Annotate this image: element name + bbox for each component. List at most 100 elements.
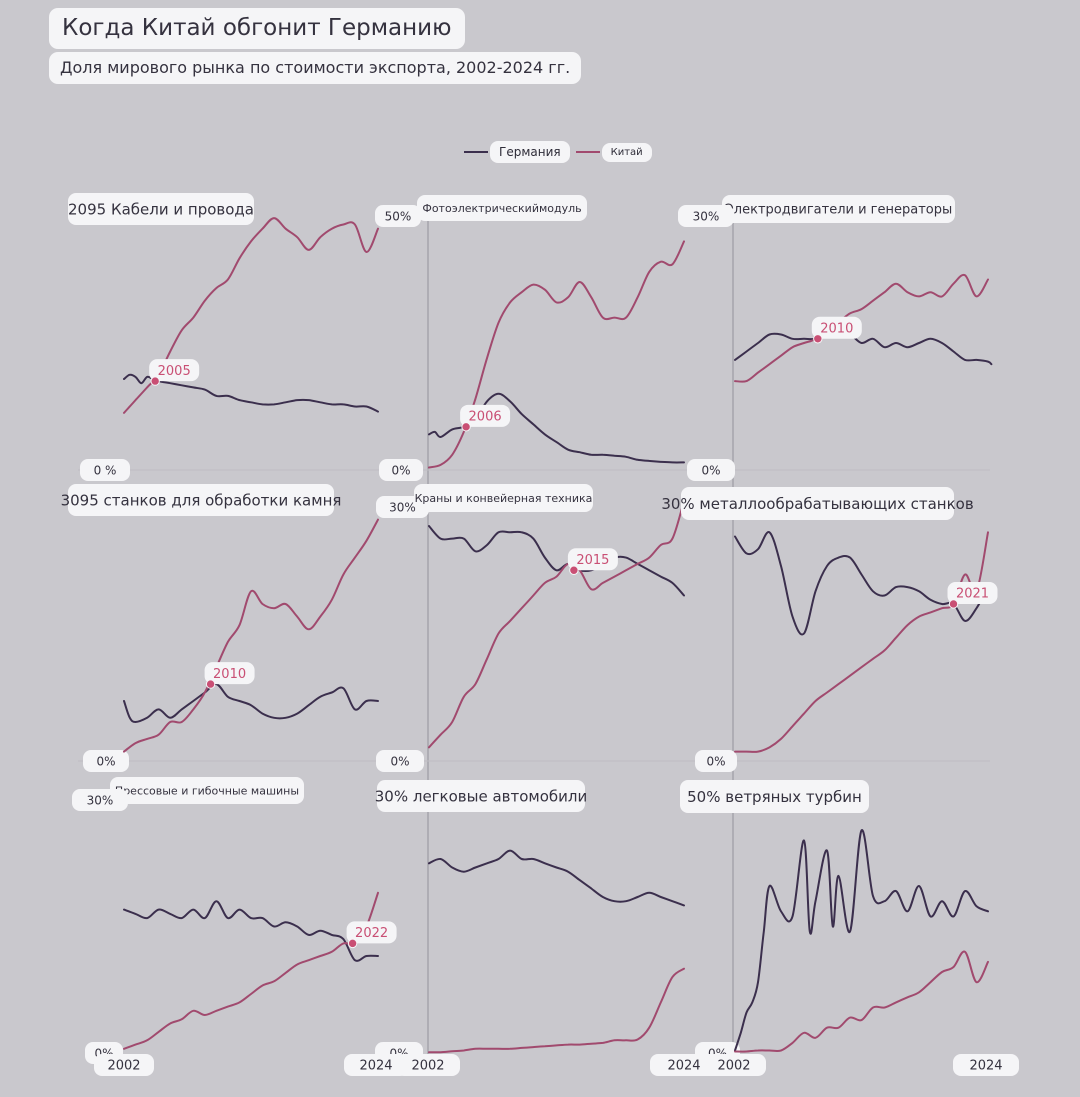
panel-4-y-bottom-label-text: 0% [96,754,115,768]
panel-3-crossover-point [813,334,823,344]
panel-4-crossover-label-bg [204,662,255,685]
panel-4-crossover-point [205,679,216,689]
panel-2-y-bottom-label-bg [379,459,423,481]
x-tick-label-3: 2002 [396,1054,460,1076]
legend: Германия Китай [464,140,658,164]
panel-1: 2095 Кабели и провода 0 % 2005 [68,193,379,481]
panel-3-y-bottom-label: 0% [687,459,735,481]
panel-9-title-text: 50% ветряных турбин [687,788,862,806]
panel-1-title-text: 2095 Кабели и провода [68,200,254,218]
panel-7-line-china [123,891,379,1050]
panel-5-line-germany [428,525,685,597]
panel-7-title-bg [110,777,304,804]
panel-1-crossover-label: 2005 [149,359,200,382]
panel-4-title-text: 3095 станков для обработки камня [61,491,342,509]
panel-3-y-bottom-label-bg [687,459,735,481]
panel-2-title: Фотоэлектрическиймодуль [417,195,587,221]
legend-item-germany: Германия [464,141,576,163]
x-tick-label-6: 2024 [953,1054,1019,1076]
panel-5: Краны и конвейерная техника 0% 2015 [376,484,685,772]
panel-2: Фотоэлектрическиймодуль 50% 0% 2006 [375,195,685,481]
panel-1-y-bottom-label-text: 0 % [94,463,117,477]
panel-2-title-bg [417,195,587,221]
legend-item-china: Китай [575,142,658,162]
panel-6-y-bottom-label: 0% [695,750,737,772]
panel-8-title-text: 30% легковые автомобили [375,787,588,805]
panel-8-title-bg [377,780,585,812]
panel-6: 30% металлообрабатывающих станков 0% 2021 [661,487,998,772]
x-tick-label-5-bg [702,1054,766,1076]
x-tick-label-3-bg [396,1054,460,1076]
panel-1-crossover-label-text: 2005 [158,364,191,379]
x-tick-label-3-text: 2002 [411,1059,444,1074]
panel-6-line-china [734,531,989,753]
x-tick-label-1-bg [94,1054,154,1076]
panel-3-line-germany [734,332,993,366]
panel-7-y-top-label-text: 30% [87,793,114,807]
legend-swatch-china [575,151,600,153]
x-tick-label-4: 2024 [650,1054,718,1076]
panel-3-y-bottom-label-text: 0% [701,463,720,477]
panel-6-line-germany [734,531,989,636]
panel-3: Электродвигатели и генераторы 30% 0% 2010 [678,195,993,481]
panel-6-y-bottom-label-text: 0% [706,754,725,768]
panel-4-title-bg [68,484,334,516]
x-tick-label-2: 2024 [344,1054,408,1076]
panel-4-title: 3095 станков для обработки камня [61,484,342,516]
panel-7-crossover-label-text: 2022 [355,926,388,941]
panel-6-title: 30% металлообрабатывающих станков [661,487,974,520]
legend-label-china: Китай [601,142,652,162]
panel-6-crossover-label-text: 2021 [956,587,989,602]
panel-4-crossover-label: 2010 [204,662,255,685]
panel-2-line-china [428,240,685,469]
chart-title: Когда Китай обгонит Германию [49,8,465,49]
chart-subtitle: Доля мирового рынка по стоимости экспорт… [49,52,582,84]
panel-7-y-top-label: 30% [72,789,128,811]
panel-1-crossover-label-bg [149,359,200,382]
panel-2-y-bottom-label-text: 0% [391,463,410,477]
panel-4-y-bottom-label-bg [83,750,129,772]
panel-2-y-top-label-bg [375,205,421,227]
panel-2-crossover-point [461,422,471,432]
panel-3-line-china [734,273,989,383]
panel-2-y-top-label-text: 50% [385,209,412,223]
panel-3-y-top-label: 30% [678,205,734,227]
panel-6-crossover-label-bg [947,581,998,604]
panel-7-crossover-label: 2022 [346,921,397,944]
panel-5-y-bottom-label-text: 0% [390,754,409,768]
panel-5-crossover-point [569,565,579,575]
panel-3-crossover-label-text: 2010 [820,321,853,336]
panel-4-line-germany [123,683,379,723]
panel-9-title-bg [680,780,869,813]
legend-label-germany: Германия [490,141,570,163]
x-tick-label-1-text: 2002 [107,1059,140,1074]
x-tick-label-4-bg [650,1054,718,1076]
panel-9-line-china [734,950,989,1053]
x-tick-label-5: 2002 [702,1054,766,1076]
panel-3-crossover-label-bg [811,316,862,339]
panel-5-title: Краны и конвейерная техника [414,484,593,512]
panel-7-crossover-point [347,938,358,949]
panel-5-crossover-label: 2015 [567,548,618,571]
panel-5-crossover-label-text: 2015 [576,553,609,568]
panel-3-crossover-label: 2010 [811,316,862,339]
x-tick-label-6-text: 2024 [969,1059,1002,1074]
panel-7-title-text: Прессовые и гибочные машины [115,784,299,797]
legend-swatch-germany [464,151,488,153]
panel-5-crossover-label-bg [567,548,618,571]
panel-7-line-germany [123,900,379,962]
panel-7-y-top-label-bg [72,789,128,811]
x-tick-label-6-bg [953,1054,1019,1076]
panel-2-y-top-label: 50% [375,205,421,227]
panel-5-title-bg [414,484,593,512]
panel-3-y-top-label-bg [678,205,734,227]
panel-6-title-text: 30% металлообрабатывающих станков [661,495,973,513]
x-tick-label-2-text: 2024 [359,1059,392,1074]
x-tick-label-4-text: 2024 [667,1059,700,1074]
panel-4-y-top-label-text: 30% [389,500,416,514]
panel-4: 3095 станков для обработки камня 30% 0% 201… [61,484,429,772]
